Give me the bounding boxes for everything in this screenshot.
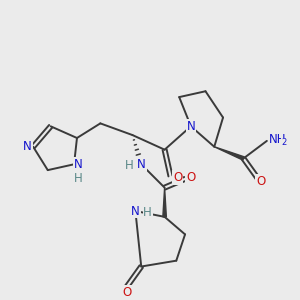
Text: O: O	[173, 171, 182, 184]
Text: O: O	[256, 175, 266, 188]
Text: N: N	[74, 158, 83, 171]
Text: H: H	[143, 206, 152, 219]
Text: N: N	[187, 120, 195, 133]
Text: O: O	[122, 286, 131, 299]
Text: H: H	[74, 172, 83, 185]
Polygon shape	[163, 188, 166, 217]
Text: NH: NH	[269, 133, 287, 146]
Text: N: N	[137, 158, 146, 171]
Text: N: N	[23, 140, 32, 153]
Polygon shape	[214, 147, 244, 160]
Text: H: H	[124, 159, 133, 172]
Text: N: N	[131, 205, 140, 218]
Text: O: O	[186, 171, 196, 184]
Text: 2: 2	[281, 138, 287, 147]
